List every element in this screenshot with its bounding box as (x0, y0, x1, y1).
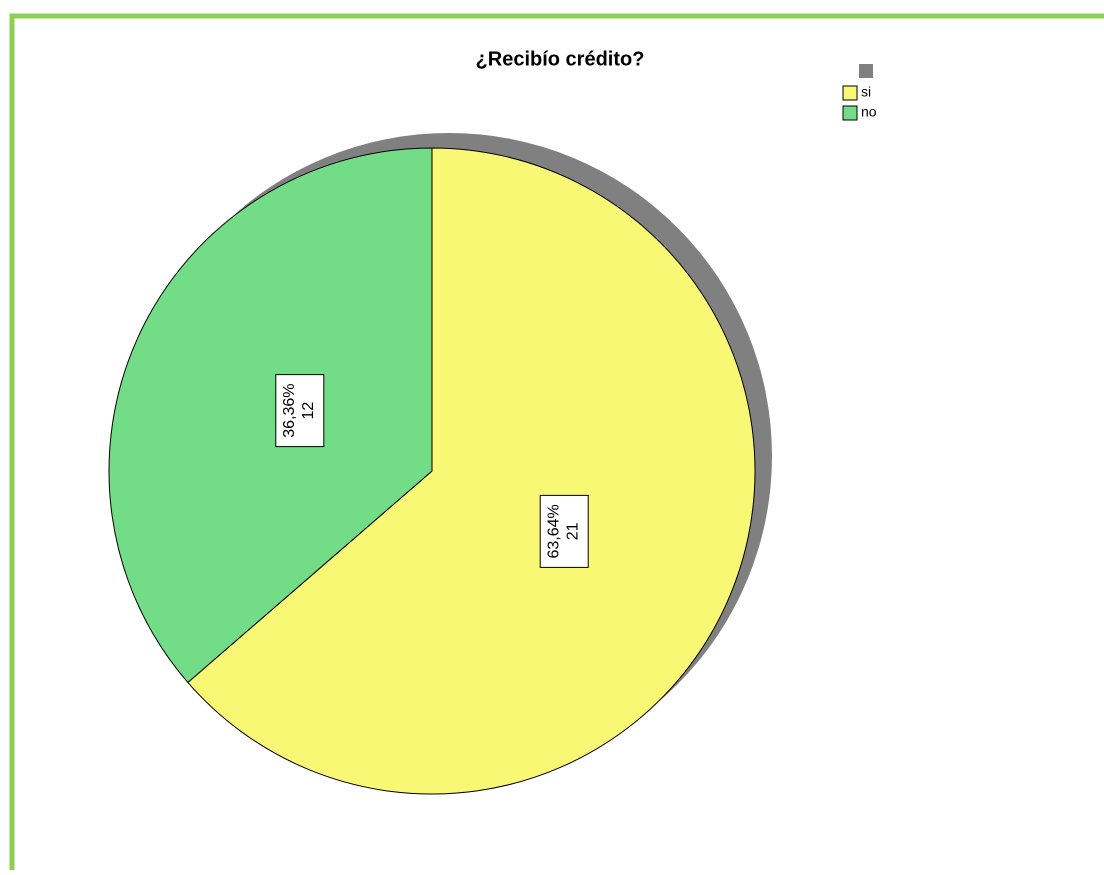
legend-label: no (861, 104, 877, 120)
slice-label: 63,64% 21 (539, 494, 589, 568)
legend-label: si (861, 84, 871, 100)
pie-slice (108, 147, 433, 684)
chart-title: ¿Recibío crédito? (476, 48, 645, 70)
pie-slice (187, 147, 756, 795)
legend-swatch (842, 105, 858, 121)
label-box (275, 374, 325, 448)
legend-swatch (842, 85, 858, 101)
slice-label: 36,36% 12 (275, 374, 325, 448)
slice-percent: 63,64% (545, 504, 562, 558)
slice-count: 12 (300, 402, 317, 420)
slice-percent: 36,36% (281, 383, 298, 437)
label-box (539, 494, 589, 568)
slice-count: 21 (564, 522, 581, 540)
legend-decoration (859, 64, 873, 78)
